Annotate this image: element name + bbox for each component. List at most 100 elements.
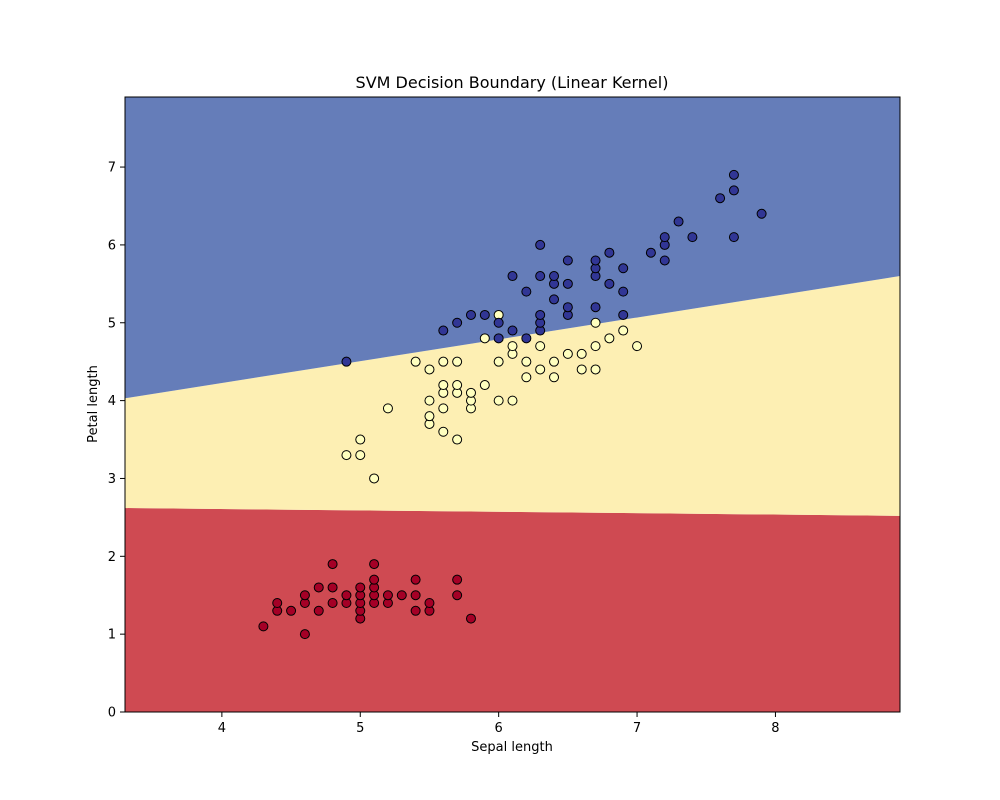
data-point-class-1 xyxy=(438,356,449,367)
data-point-class-2 xyxy=(562,278,573,289)
data-point-class-2 xyxy=(535,271,546,282)
y-tick-label: 7 xyxy=(108,161,116,176)
data-point-class-0 xyxy=(258,621,269,632)
data-point-class-1 xyxy=(341,450,352,461)
data-point-class-0 xyxy=(327,582,338,593)
data-point-class-1 xyxy=(382,403,393,414)
y-tick-label: 6 xyxy=(108,238,116,253)
class-0-region xyxy=(125,508,900,712)
data-point-class-2 xyxy=(715,193,726,204)
data-point-class-1 xyxy=(424,411,435,422)
data-points xyxy=(258,169,767,640)
data-point-class-2 xyxy=(507,271,518,282)
data-point-class-2 xyxy=(562,255,573,266)
x-axis: 4 5 6 7 8 xyxy=(218,712,780,736)
data-point-class-0 xyxy=(465,613,476,624)
data-point-class-1 xyxy=(576,348,587,359)
data-point-class-0 xyxy=(327,559,338,570)
plot-frame xyxy=(124,96,901,713)
data-point-class-1 xyxy=(562,348,573,359)
chart-title: SVM Decision Boundary (Linear Kernel) xyxy=(356,73,669,92)
data-point-class-1 xyxy=(424,395,435,406)
data-point-class-1 xyxy=(465,387,476,398)
data-point-class-1 xyxy=(452,356,463,367)
data-point-class-1 xyxy=(369,473,380,484)
data-point-class-2 xyxy=(535,239,546,250)
data-point-class-0 xyxy=(452,574,463,585)
data-point-class-1 xyxy=(549,372,560,383)
y-tick-label: 0 xyxy=(108,706,116,721)
data-point-class-1 xyxy=(521,372,532,383)
data-point-class-1 xyxy=(507,341,518,352)
data-point-class-1 xyxy=(590,317,601,328)
data-point-class-1 xyxy=(632,341,643,352)
x-axis-label: Sepal length xyxy=(471,740,553,755)
data-point-class-2 xyxy=(659,232,670,243)
data-point-class-1 xyxy=(355,450,366,461)
data-point-class-1 xyxy=(452,380,463,391)
data-point-class-1 xyxy=(452,434,463,445)
data-point-class-2 xyxy=(687,232,698,243)
y-tick-label: 4 xyxy=(108,394,116,409)
data-point-class-0 xyxy=(369,574,380,585)
data-point-class-0 xyxy=(327,598,338,609)
data-point-class-0 xyxy=(299,629,310,640)
data-point-class-0 xyxy=(272,598,283,609)
y-axis-label: Petal length xyxy=(86,365,101,443)
data-point-class-0 xyxy=(410,590,421,601)
data-point-class-2 xyxy=(590,255,601,266)
data-point-class-2 xyxy=(549,271,560,282)
x-tick-label: 7 xyxy=(633,721,641,736)
data-point-class-2 xyxy=(618,263,629,274)
x-tick-label: 6 xyxy=(495,721,503,736)
data-point-class-1 xyxy=(576,364,587,375)
data-point-class-2 xyxy=(479,309,490,320)
data-point-class-2 xyxy=(535,309,546,320)
data-point-class-2 xyxy=(341,356,352,367)
data-point-class-0 xyxy=(452,590,463,601)
data-point-class-2 xyxy=(549,294,560,305)
data-point-class-1 xyxy=(438,426,449,437)
data-point-class-1 xyxy=(535,364,546,375)
data-point-class-2 xyxy=(728,232,739,243)
data-point-class-0 xyxy=(369,559,380,570)
x-tick-label: 8 xyxy=(771,721,779,736)
data-point-class-1 xyxy=(590,341,601,352)
plot-area xyxy=(124,96,901,713)
data-point-class-2 xyxy=(728,169,739,180)
data-point-class-2 xyxy=(645,247,656,258)
data-point-class-2 xyxy=(604,247,615,258)
x-tick-label: 4 xyxy=(218,721,226,736)
data-point-class-2 xyxy=(562,302,573,313)
data-point-class-0 xyxy=(396,590,407,601)
data-point-class-1 xyxy=(590,364,601,375)
data-point-class-0 xyxy=(313,605,324,616)
data-point-class-2 xyxy=(465,309,476,320)
data-point-class-2 xyxy=(493,317,504,328)
data-point-class-2 xyxy=(493,333,504,344)
data-point-class-1 xyxy=(438,380,449,391)
data-point-class-2 xyxy=(452,317,463,328)
data-point-class-0 xyxy=(299,590,310,601)
class-2-region xyxy=(125,97,900,399)
data-point-class-2 xyxy=(521,286,532,297)
data-point-class-2 xyxy=(728,185,739,196)
data-point-class-1 xyxy=(535,341,546,352)
data-point-class-1 xyxy=(618,325,629,336)
data-point-class-1 xyxy=(493,356,504,367)
data-point-class-2 xyxy=(507,325,518,336)
data-point-class-0 xyxy=(424,598,435,609)
data-point-class-2 xyxy=(590,302,601,313)
data-point-class-1 xyxy=(438,403,449,414)
data-point-class-1 xyxy=(410,356,421,367)
data-point-class-2 xyxy=(659,255,670,266)
data-point-class-0 xyxy=(410,605,421,616)
data-point-class-2 xyxy=(521,333,532,344)
data-point-class-1 xyxy=(521,356,532,367)
data-point-class-1 xyxy=(507,395,518,406)
data-point-class-2 xyxy=(604,278,615,289)
y-tick-label: 2 xyxy=(108,550,116,565)
x-tick-label: 5 xyxy=(356,721,364,736)
y-tick-label: 5 xyxy=(108,316,116,331)
data-point-class-2 xyxy=(438,325,449,336)
